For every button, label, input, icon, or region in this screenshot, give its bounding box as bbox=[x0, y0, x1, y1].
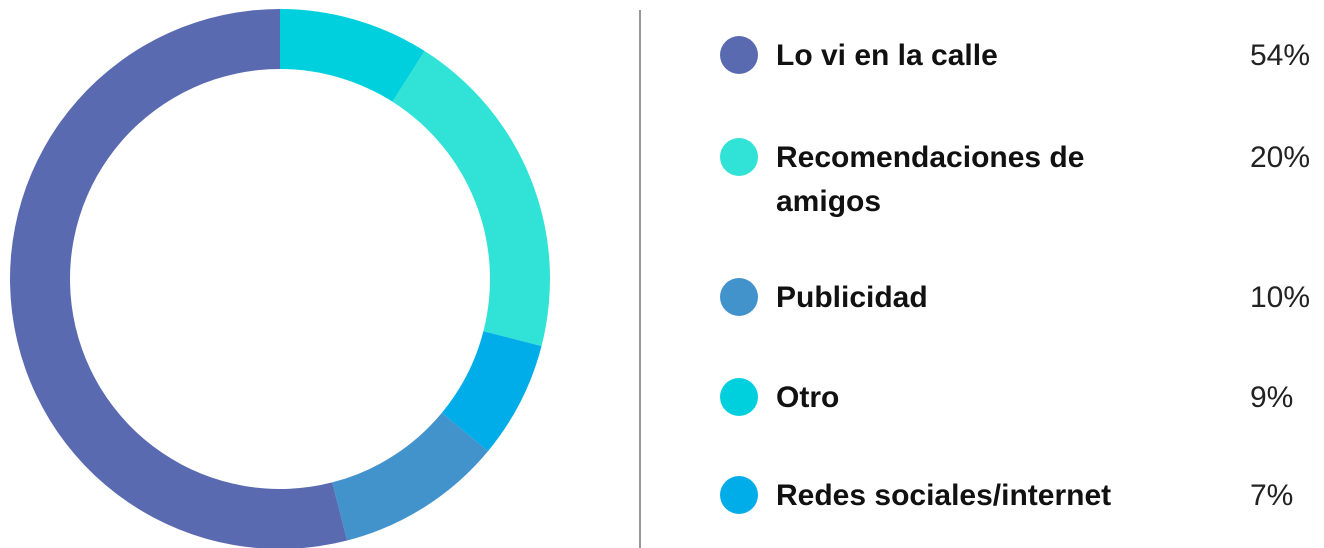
legend-label: Lo vi en la calle bbox=[776, 39, 998, 72]
value-label: 7% bbox=[1250, 479, 1294, 512]
legend-swatch bbox=[720, 476, 758, 514]
donut-segment bbox=[280, 9, 425, 102]
value-label: 10% bbox=[1250, 281, 1311, 314]
legend-swatch bbox=[720, 138, 758, 176]
legend-label: Otro bbox=[776, 381, 840, 414]
donut-segment bbox=[9, 9, 348, 548]
legend-label: Redes sociales/internet bbox=[776, 479, 1112, 512]
legend-swatch bbox=[720, 278, 758, 316]
value-label: 54% bbox=[1250, 39, 1311, 72]
legend-label: Recomendaciones de amigos bbox=[776, 141, 1085, 218]
donut-segment bbox=[332, 412, 489, 541]
donut-segment bbox=[441, 331, 542, 452]
legend-swatch bbox=[720, 378, 758, 416]
legend-label: Publicidad bbox=[776, 281, 928, 314]
legend-swatch bbox=[720, 36, 758, 74]
donut-segment bbox=[392, 51, 550, 347]
value-label: 20% bbox=[1250, 141, 1311, 174]
value-label: 9% bbox=[1250, 381, 1294, 414]
